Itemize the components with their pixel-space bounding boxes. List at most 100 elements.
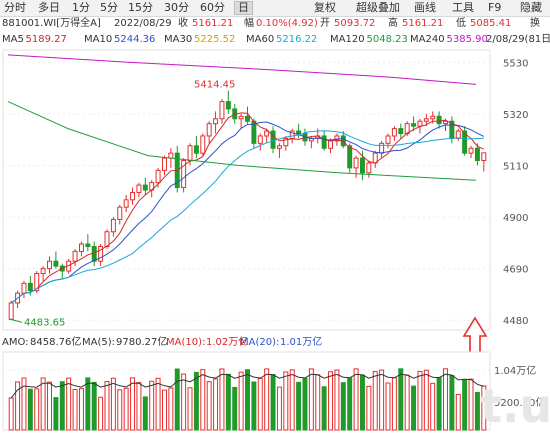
timeframe-2[interactable]: 1分: [72, 1, 90, 14]
volume-bar: [270, 374, 276, 431]
volume-bar: [85, 377, 91, 431]
toolbar-item-2[interactable]: 画线: [414, 1, 436, 14]
candle-body: [391, 128, 397, 137]
volume-bar: [264, 368, 270, 431]
volume-bar: [142, 396, 148, 431]
volume-bar: [213, 378, 219, 431]
candle-body: [468, 147, 474, 154]
candle-body: [481, 152, 487, 162]
candle-body: [91, 245, 97, 262]
candle-body: [98, 245, 104, 262]
timeframe-0[interactable]: 分时: [4, 1, 26, 14]
candle-body: [423, 118, 429, 122]
volume-bar: [366, 385, 372, 431]
high-label: 高: [388, 18, 398, 29]
candle-body: [238, 115, 244, 120]
volume-bar: [59, 381, 65, 431]
volume-bar: [174, 368, 180, 431]
ma5-line: [10, 112, 485, 304]
timeframe-6[interactable]: 60分: [200, 1, 225, 14]
timeframe-5[interactable]: 30分: [164, 1, 189, 14]
amo-label: AMO:: [2, 337, 29, 348]
volume-bar: [315, 374, 321, 431]
volume-bar: [110, 377, 116, 431]
candle-body: [474, 147, 480, 162]
volume-bar: [27, 388, 33, 431]
period-toolbar: 分时 多日 1分 5分 15分 30分 60分日 复权 超级叠加 画线 工具 F9 隐藏: [0, 0, 550, 17]
candle-body: [276, 145, 282, 149]
volume-bar: [34, 388, 40, 431]
volume-bar: [8, 397, 14, 431]
volume-bar: [436, 376, 442, 431]
candle-body: [245, 115, 250, 122]
ma-label-ma10: MA10: [84, 34, 113, 45]
price-tick-4: 4690: [503, 265, 528, 276]
volume-bar: [462, 379, 468, 431]
candle-body: [85, 243, 91, 247]
ma60-line: [10, 130, 484, 304]
volume-bar: [53, 397, 59, 431]
vol-ma5-value: 9780.27亿: [116, 337, 168, 348]
volume-bar: [334, 369, 340, 431]
toolbar-item-3[interactable]: 工具: [452, 1, 474, 14]
price-tick-1: 5320: [503, 110, 528, 121]
ma-value-ma5: 5189.27: [25, 34, 67, 45]
volume-bar: [308, 368, 314, 431]
volume-bar: [328, 371, 334, 431]
candle-body: [264, 130, 270, 137]
volume-bar: [404, 374, 410, 431]
volume-bar: [161, 389, 167, 431]
toolbar-item-5[interactable]: 隐藏: [520, 1, 542, 14]
volume-bar: [353, 368, 359, 431]
more-label: 换: [530, 18, 540, 29]
candle-body: [219, 101, 225, 120]
toolbar-item-1[interactable]: 超级叠加: [356, 1, 400, 14]
timeframe-4[interactable]: 15分: [128, 1, 153, 14]
volume-bar: [347, 377, 353, 431]
candle-body: [117, 206, 123, 220]
candle-body: [379, 142, 385, 154]
volume-bar: [91, 381, 97, 431]
price-panel: [2, 49, 491, 331]
volume-info-bar: AMO: 8458.76亿 MA(5): 9780.27亿 MA(10): 1.02万亿 M…: [0, 336, 550, 350]
watermark: t.u: [480, 379, 550, 433]
change-value: 0.10%(4.92): [256, 18, 318, 29]
candle-body: [123, 199, 129, 208]
ma-value-ma120: 5048.23: [366, 34, 408, 45]
volume-bar: [66, 377, 72, 431]
low-label: 低: [456, 18, 466, 29]
ma-value-ma60: 5216.22: [276, 34, 318, 45]
toolbar-item-4[interactable]: F9: [488, 1, 502, 14]
volume-bar: [40, 377, 46, 431]
volume-bar: [21, 377, 27, 431]
timeframe-3[interactable]: 5分: [100, 1, 118, 14]
candle-body: [8, 302, 14, 320]
toolbar-item-0[interactable]: 复权: [314, 1, 336, 14]
ma120-line: [7, 101, 477, 181]
volume-bar: [245, 369, 250, 431]
candle-body: [21, 282, 27, 294]
date-badge: 2/08/29(81日): [486, 34, 550, 45]
ma-label-ma60: MA60: [246, 34, 275, 45]
timeframe-7[interactable]: 日: [234, 1, 253, 15]
volume-bar: [219, 368, 225, 431]
high-annotation: 5414.45: [194, 80, 235, 91]
candle-body: [283, 137, 289, 147]
ma-label-ma120: MA120: [330, 34, 365, 45]
volume-bar: [283, 371, 289, 431]
volume-bar: [15, 381, 21, 431]
ma-label-ma30: MA30: [164, 34, 193, 45]
candle-body: [417, 120, 423, 127]
ma-label-ma5: MA5: [2, 34, 24, 45]
vol-ma10-label: MA(10):: [166, 337, 206, 348]
candle-body: [328, 140, 334, 149]
volume-bar: [104, 381, 110, 431]
candle-body: [398, 128, 404, 135]
volume-bar: [130, 377, 136, 431]
volume-bar: [78, 388, 84, 431]
volume-bar: [430, 382, 436, 431]
timeframe-1[interactable]: 多日: [38, 1, 60, 14]
quote-date: 2022/08/29: [114, 18, 172, 29]
volume-bar: [117, 389, 123, 431]
